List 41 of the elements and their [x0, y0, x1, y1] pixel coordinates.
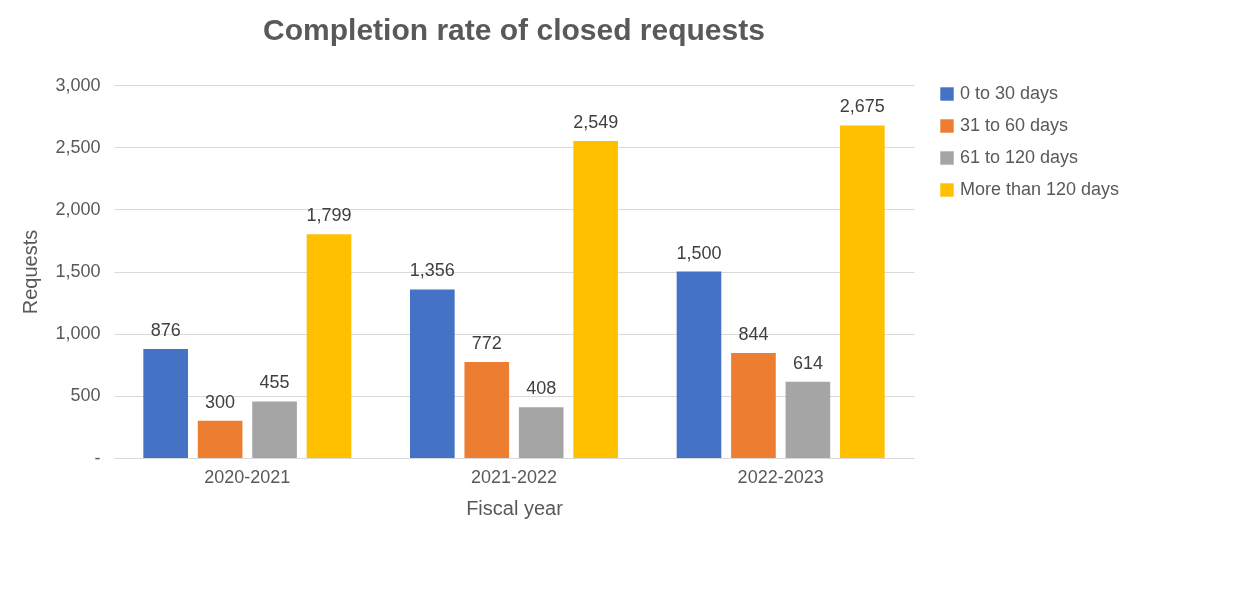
- y-tick-label: 2,000: [55, 198, 101, 219]
- x-tick-label: 2020-2021: [204, 466, 291, 487]
- bar: [731, 353, 776, 458]
- legend-label: More than 120 days: [960, 179, 1120, 199]
- y-tick-label: 2,500: [55, 136, 101, 157]
- data-label: 2,675: [839, 96, 885, 117]
- bar: [143, 349, 188, 458]
- data-label: 2,549: [573, 112, 619, 133]
- x-tick-label: 2021-2022: [470, 466, 558, 487]
- data-label: 455: [259, 372, 290, 393]
- bar: [518, 407, 564, 458]
- data-label: 614: [792, 352, 823, 373]
- y-tick-label: 1,000: [55, 323, 101, 344]
- bar: [410, 289, 455, 458]
- y-tick-label: 3,000: [55, 74, 101, 95]
- y-tick-label: -: [94, 447, 101, 468]
- data-label: 876: [150, 320, 181, 341]
- chart-title: Completion rate of closed requests: [263, 13, 765, 46]
- bar: [785, 381, 831, 458]
- bar: [306, 234, 352, 458]
- y-tick-label: 1,500: [55, 261, 101, 281]
- y-axis-title: Requests: [19, 229, 42, 315]
- bar: [676, 271, 722, 458]
- data-label: 1,500: [676, 242, 722, 263]
- legend-label: 61 to 120 days: [960, 147, 1079, 167]
- bar: [197, 420, 243, 458]
- bar: [573, 141, 618, 458]
- legend-label: 31 to 60 days: [960, 115, 1069, 135]
- bar: [840, 125, 885, 458]
- bar: [464, 362, 510, 458]
- legend-label: 0 to 30 days: [960, 83, 1059, 103]
- data-label: 408: [526, 378, 557, 399]
- bar: [252, 401, 297, 458]
- data-label: 300: [205, 391, 236, 412]
- x-tick-label: 2022-2023: [737, 466, 824, 487]
- data-label: 1,799: [306, 205, 352, 226]
- y-tick-label: 500: [70, 385, 101, 406]
- data-label: 1,356: [409, 260, 455, 281]
- data-label: 844: [738, 324, 769, 345]
- data-label: 772: [471, 333, 502, 354]
- x-axis-title: Fiscal year: [466, 496, 564, 519]
